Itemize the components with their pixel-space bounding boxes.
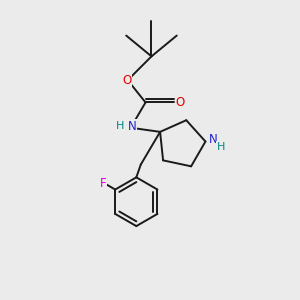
Text: H: H (217, 142, 225, 152)
Text: H: H (116, 121, 124, 131)
Text: O: O (175, 96, 184, 109)
Text: N: N (208, 133, 217, 146)
Text: O: O (122, 74, 132, 87)
Text: F: F (100, 177, 106, 190)
Text: N: N (128, 120, 136, 133)
